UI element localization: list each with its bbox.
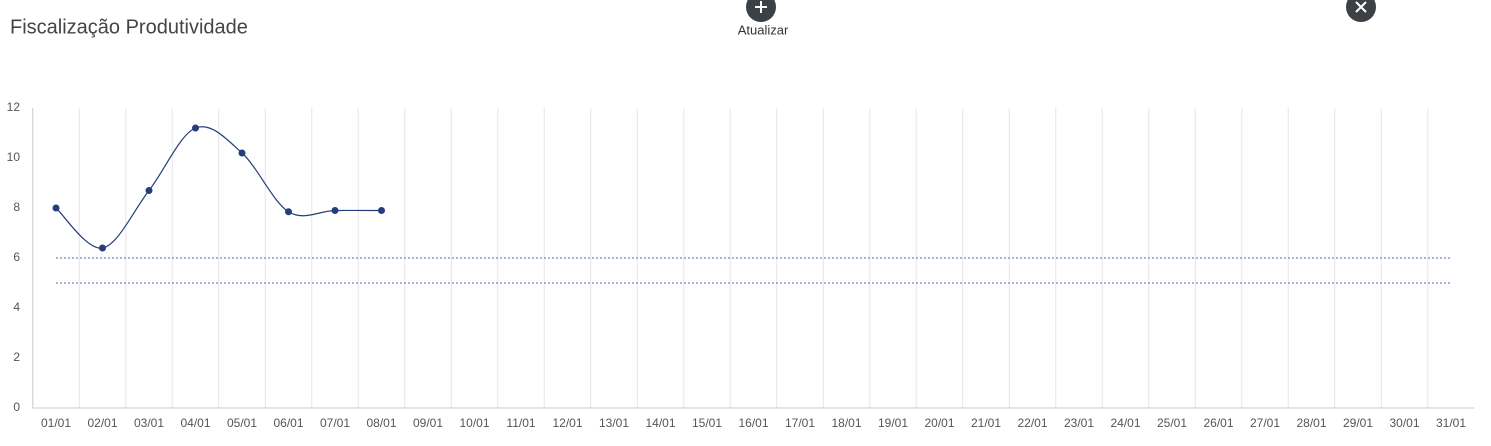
data-point <box>52 204 60 212</box>
x-tick-label: 24/01 <box>1110 416 1140 430</box>
y-tick-label: 12 <box>7 100 21 114</box>
x-tick-label: 04/01 <box>180 416 210 430</box>
data-point <box>145 187 153 194</box>
panel-title: Fiscalização Produtividade <box>10 16 248 38</box>
x-tick-label: 20/01 <box>924 416 954 430</box>
data-point <box>331 207 339 214</box>
x-tick-label: 06/01 <box>273 416 303 430</box>
x-tick-label: 19/01 <box>878 416 908 430</box>
x-tick-label: 03/01 <box>134 416 164 430</box>
plot: 0 2 4 6 8 10 12 01/01 02/01 03/01 04/01 05/01 06/01 0… <box>7 100 1475 430</box>
x-tick-label: 23/01 <box>1064 416 1094 430</box>
x-tick-label: 01/01 <box>41 416 71 430</box>
x-tick-label: 17/01 <box>785 416 815 430</box>
data-point <box>238 149 246 157</box>
x-tick-label: 25/01 <box>1157 416 1187 430</box>
x-tick-label: 21/01 <box>971 416 1001 430</box>
data-point <box>192 124 199 132</box>
y-tick-label: 10 <box>7 150 21 164</box>
x-tick-label: 22/01 <box>1017 416 1047 430</box>
x-tick-label: 09/01 <box>413 416 443 430</box>
plus-icon <box>755 1 767 13</box>
x-tick-label: 02/01 <box>87 416 117 430</box>
x-tick-label: 29/01 <box>1343 416 1373 430</box>
data-point <box>378 207 385 214</box>
x-tick-label: 18/01 <box>831 416 861 430</box>
x-tick-label: 27/01 <box>1250 416 1280 430</box>
x-tick-label: 31/01 <box>1436 416 1466 430</box>
data-point <box>99 244 106 252</box>
x-tick-label: 28/01 <box>1296 416 1326 430</box>
x-tick-label: 13/01 <box>599 416 629 430</box>
x-tick-label: 30/01 <box>1389 416 1419 430</box>
data-point <box>285 208 292 216</box>
x-icon <box>1355 1 1367 13</box>
close-icon[interactable] <box>1346 0 1376 22</box>
close-button[interactable] <box>1346 0 1376 22</box>
x-tick-label: 11/01 <box>506 416 535 430</box>
x-tick-label: 08/01 <box>366 416 396 430</box>
refresh-button[interactable]: Atualizar <box>738 0 789 37</box>
refresh-label[interactable]: Atualizar <box>738 22 789 37</box>
y-tick-label: 6 <box>13 250 20 264</box>
x-tick-label: 16/01 <box>738 416 768 430</box>
x-tick-label: 14/01 <box>645 416 675 430</box>
x-tick-label: 26/01 <box>1203 416 1233 430</box>
y-tick-label: 4 <box>13 300 20 314</box>
y-tick-label: 2 <box>13 350 20 364</box>
y-tick-label: 8 <box>13 200 20 214</box>
x-tick-label: 12/01 <box>552 416 582 430</box>
y-tick-label: 0 <box>13 400 20 414</box>
x-tick-label: 07/01 <box>320 416 350 430</box>
x-tick-label: 15/01 <box>692 416 722 430</box>
x-tick-label: 05/01 <box>227 416 257 430</box>
x-tick-label: 10/01 <box>459 416 489 430</box>
